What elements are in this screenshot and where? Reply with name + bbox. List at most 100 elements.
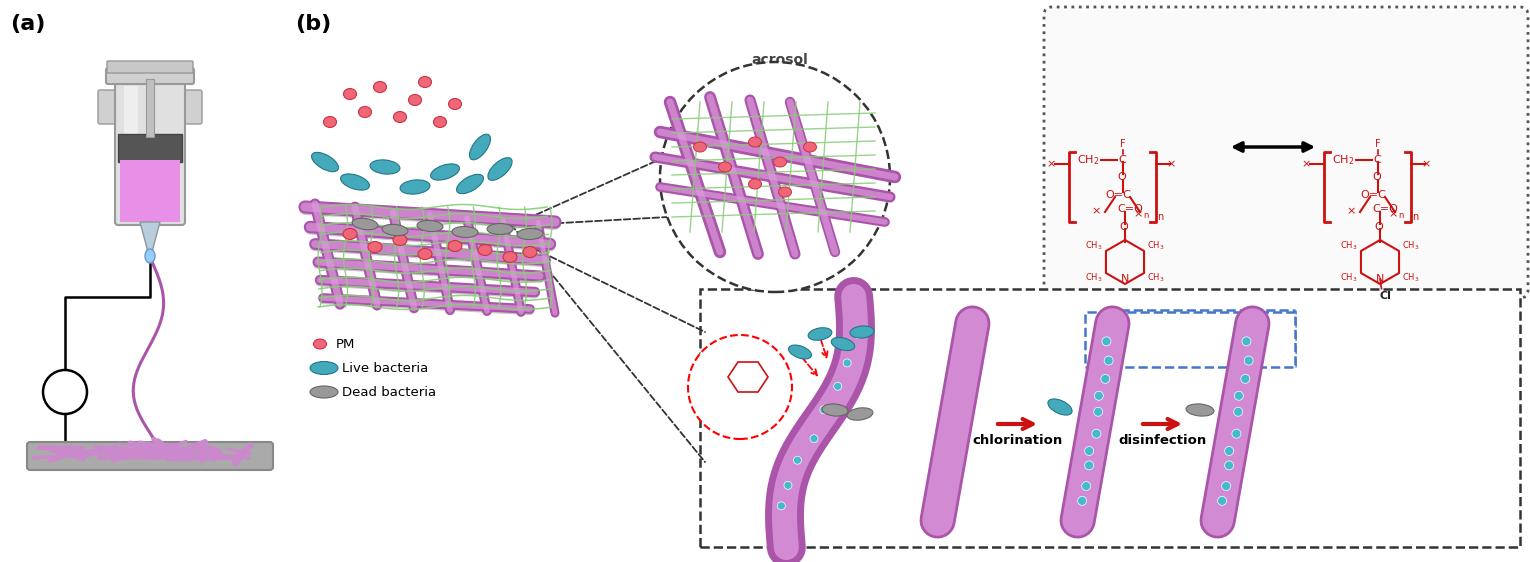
Ellipse shape — [719, 162, 731, 172]
Ellipse shape — [1186, 404, 1213, 416]
Circle shape — [1242, 337, 1252, 346]
FancyBboxPatch shape — [106, 68, 194, 84]
Text: Cl: Cl — [742, 400, 754, 410]
Ellipse shape — [488, 158, 513, 180]
Text: CH$_3$: CH$_3$ — [1340, 272, 1357, 284]
FancyBboxPatch shape — [28, 442, 272, 470]
Ellipse shape — [779, 187, 791, 197]
Ellipse shape — [344, 88, 356, 99]
Ellipse shape — [848, 408, 874, 420]
Text: CH$_3$: CH$_3$ — [711, 377, 731, 391]
Text: F: F — [1375, 139, 1380, 149]
Text: chlorination: chlorination — [973, 433, 1063, 446]
Text: O: O — [1374, 222, 1383, 232]
Text: CH$_3$: CH$_3$ — [1340, 240, 1357, 252]
Ellipse shape — [523, 247, 537, 257]
Circle shape — [43, 370, 87, 414]
Circle shape — [783, 482, 793, 490]
Text: N: N — [1121, 274, 1129, 284]
FancyBboxPatch shape — [107, 61, 193, 73]
Text: Chlorine
regeneration: Chlorine regeneration — [1138, 316, 1241, 348]
Circle shape — [1241, 374, 1250, 383]
Ellipse shape — [314, 339, 326, 349]
Circle shape — [1102, 337, 1111, 346]
Ellipse shape — [370, 160, 399, 174]
Circle shape — [1094, 391, 1103, 400]
Text: $\times$: $\times$ — [1421, 158, 1431, 169]
Ellipse shape — [456, 174, 483, 194]
Text: clear
air: clear air — [776, 222, 814, 252]
Ellipse shape — [487, 224, 513, 234]
Ellipse shape — [788, 345, 811, 359]
Text: O=C: O=C — [1360, 190, 1386, 200]
Ellipse shape — [382, 224, 409, 235]
Text: C=O: C=O — [1117, 204, 1143, 214]
Text: C=O: C=O — [1372, 204, 1398, 214]
Circle shape — [1082, 482, 1091, 491]
Ellipse shape — [323, 116, 337, 128]
Text: CH$_3$: CH$_3$ — [1148, 272, 1164, 284]
Text: $\times$: $\times$ — [1346, 206, 1356, 216]
Text: N: N — [744, 387, 753, 397]
Circle shape — [1221, 482, 1230, 491]
Ellipse shape — [312, 152, 338, 171]
Ellipse shape — [369, 242, 382, 252]
Ellipse shape — [803, 142, 817, 152]
Ellipse shape — [393, 234, 407, 246]
Ellipse shape — [517, 229, 543, 239]
Ellipse shape — [503, 252, 517, 262]
Circle shape — [1235, 391, 1244, 400]
Text: O: O — [1118, 222, 1128, 232]
Text: disinfection: disinfection — [1118, 433, 1207, 446]
Circle shape — [1233, 407, 1242, 416]
Circle shape — [1105, 356, 1114, 365]
Ellipse shape — [748, 137, 762, 147]
Text: CH$_2$: CH$_2$ — [1077, 153, 1100, 167]
Circle shape — [1085, 446, 1094, 455]
Text: V: V — [58, 383, 72, 401]
Circle shape — [1224, 446, 1233, 455]
FancyBboxPatch shape — [177, 90, 202, 124]
Ellipse shape — [470, 134, 491, 160]
FancyBboxPatch shape — [115, 74, 185, 225]
Circle shape — [843, 359, 851, 367]
Text: O: O — [1117, 172, 1126, 182]
Text: C: C — [1118, 155, 1126, 165]
Circle shape — [1224, 461, 1233, 470]
Circle shape — [659, 62, 890, 292]
Text: (a): (a) — [11, 14, 46, 34]
Ellipse shape — [419, 76, 431, 88]
Circle shape — [1092, 429, 1102, 438]
Ellipse shape — [433, 116, 447, 128]
Bar — [145, 79, 155, 137]
Ellipse shape — [341, 174, 369, 190]
Text: Cl: Cl — [1379, 291, 1391, 301]
Text: O: O — [1372, 172, 1380, 182]
Text: C: C — [1372, 155, 1380, 165]
Text: n: n — [1412, 212, 1418, 222]
Text: (b): (b) — [295, 14, 332, 34]
Circle shape — [809, 434, 819, 443]
FancyBboxPatch shape — [1043, 7, 1528, 298]
Ellipse shape — [774, 157, 786, 167]
Ellipse shape — [418, 220, 444, 232]
Text: CH$_3$: CH$_3$ — [741, 373, 760, 387]
Circle shape — [1218, 496, 1227, 505]
Circle shape — [1077, 496, 1086, 505]
Ellipse shape — [448, 241, 462, 252]
Ellipse shape — [822, 404, 848, 416]
Circle shape — [777, 502, 785, 510]
Ellipse shape — [831, 337, 855, 351]
Text: CH$_3$: CH$_3$ — [1148, 240, 1164, 252]
Bar — [118, 134, 182, 162]
Circle shape — [820, 406, 828, 414]
Circle shape — [1232, 429, 1241, 438]
Text: acrosol: acrosol — [751, 53, 808, 67]
Ellipse shape — [808, 328, 832, 340]
Ellipse shape — [418, 248, 431, 260]
Text: n: n — [1157, 212, 1163, 222]
Ellipse shape — [851, 326, 874, 338]
Circle shape — [1244, 356, 1253, 365]
Text: O=C: O=C — [1105, 190, 1131, 200]
Ellipse shape — [352, 218, 378, 230]
